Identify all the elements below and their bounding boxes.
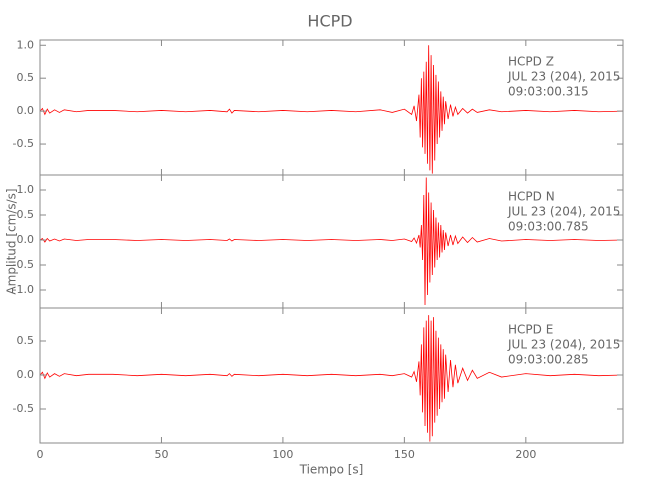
y-tick-label: 0.5 [17, 334, 35, 347]
y-tick-label: -1.0 [13, 283, 34, 296]
waveform [39, 45, 624, 174]
annotation: JUL 23 (204), 2015 [507, 70, 620, 84]
annotation: JUL 23 (204), 2015 [507, 205, 620, 219]
y-tick-label: 0.5 [17, 71, 35, 84]
panel-frame [39, 307, 624, 444]
x-axis-label: Tiempo [s] [299, 463, 364, 477]
annotation: HCPD N [508, 190, 555, 204]
annotation: 09:03:00.315 [508, 85, 589, 99]
x-tick-label: 100 [272, 448, 293, 461]
y-tick-label: 1.0 [17, 183, 35, 196]
x-tick-label: 150 [394, 448, 415, 461]
y-tick-label: 0.0 [17, 368, 35, 381]
x-tick-label: 50 [154, 448, 168, 461]
y-tick-label: 1.0 [17, 38, 35, 51]
annotation: HCPD Z [508, 55, 554, 69]
y-tick-label: 0.0 [17, 104, 35, 117]
y-tick-label: -0.5 [13, 137, 34, 150]
x-tick-label: 200 [515, 448, 536, 461]
y-axis-label: Amplitud [cm/s/s] [5, 188, 19, 294]
y-tick-label: 0.0 [17, 233, 35, 246]
y-tick-label: 0.5 [17, 208, 35, 221]
annotation: JUL 23 (204), 2015 [507, 338, 620, 352]
waveform [39, 177, 624, 306]
waveform [39, 315, 624, 442]
chart-title: HCPD [307, 12, 352, 31]
y-tick-label: -0.5 [13, 402, 34, 415]
annotation: 09:03:00.285 [508, 353, 589, 367]
x-tick-label: 0 [37, 448, 44, 461]
y-tick-label: -0.5 [13, 258, 34, 271]
annotation: 09:03:00.785 [508, 220, 589, 234]
annotation: HCPD E [508, 323, 553, 337]
